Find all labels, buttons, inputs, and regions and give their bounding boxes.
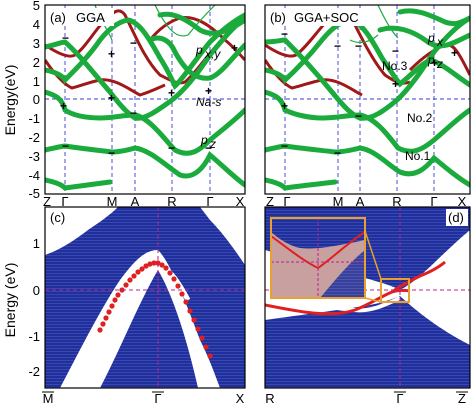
ytick-a: 5 <box>33 0 40 13</box>
panel-c-frame <box>44 206 246 389</box>
xtick-b: Z <box>266 194 274 209</box>
ytick-a: -1 <box>28 111 40 126</box>
xtick-a: A <box>131 194 140 209</box>
svg-text:p: p <box>427 31 435 45</box>
svg-text:+: + <box>108 91 115 105</box>
svg-text:+: + <box>281 99 288 113</box>
ytick-a: -4 <box>28 168 40 183</box>
annotation-nas: Na-s <box>196 95 221 109</box>
annotation-no2: No.2 <box>407 111 433 125</box>
panel-d: R Γ Z (d) <box>264 206 471 406</box>
ytick-c: 0 <box>33 283 40 298</box>
svg-text:−: − <box>355 39 362 53</box>
panel-b-frame <box>264 4 471 195</box>
svg-text:+: + <box>392 77 399 91</box>
annotation-pxy: p x,y <box>195 43 221 61</box>
svg-text:+: + <box>60 99 67 113</box>
svg-text:−: − <box>168 141 175 155</box>
ytick-a: -5 <box>28 186 40 201</box>
panel-b-label: (b) <box>270 10 286 25</box>
svg-text:−: − <box>130 106 137 120</box>
y-axis-label-bottom: Energy (eV) <box>2 263 18 338</box>
panel-b-title: GGA+SOC <box>294 10 359 25</box>
svg-text:z: z <box>436 57 443 71</box>
ytick-a: -2 <box>28 130 40 145</box>
xtick-a: R <box>167 194 176 209</box>
svg-text:−: − <box>205 141 212 155</box>
svg-text:−: − <box>281 27 288 41</box>
xtick-b: R <box>392 194 401 209</box>
panel-a: − + − + + − − − + − + − + 5 4 3 2 1 <box>28 0 246 209</box>
svg-text:−: − <box>355 109 362 123</box>
ytick-a: 0 <box>33 92 40 107</box>
svg-text:+: + <box>231 41 238 55</box>
svg-text:x,y: x,y <box>204 47 221 61</box>
annotation-pz-b: p z <box>427 53 443 71</box>
xtick-a: Γ <box>61 194 68 209</box>
panel-c: 1 0 -1 -2 M Γ X (c) <box>28 206 246 406</box>
xtick-b: M <box>333 194 344 209</box>
svg-text:+: + <box>451 46 458 60</box>
annotation-no3: No.3 <box>382 59 408 73</box>
ytick-a: 1 <box>33 74 40 89</box>
panel-c-label: (c) <box>50 210 65 225</box>
panel-d-frame <box>264 206 471 389</box>
xtick-c: M <box>43 391 54 406</box>
zoom-inset <box>270 217 366 299</box>
xtick-b: Γ <box>283 194 290 209</box>
xtick-b: X <box>458 194 467 209</box>
xtick-a: X <box>236 194 245 209</box>
zoom-region-box <box>380 278 410 303</box>
svg-text:+: + <box>108 47 115 61</box>
panel-b: − + − − − − − + + − + Z Γ M A R Γ X (b) <box>264 4 471 209</box>
svg-text:−: − <box>130 36 137 50</box>
ytick-c: -2 <box>28 364 40 379</box>
xtick-b: A <box>356 194 365 209</box>
xtick-a: M <box>107 194 118 209</box>
svg-text:−: − <box>108 146 115 160</box>
panel-d-label: (d) <box>448 210 464 225</box>
xtick-c: Γ <box>154 391 161 406</box>
xtick-a: Γ <box>206 194 213 209</box>
svg-text:p: p <box>200 133 208 147</box>
svg-text:z: z <box>209 137 216 151</box>
ytick-a: -3 <box>28 149 40 164</box>
xtick-d: Γ <box>396 391 403 406</box>
svg-text:p: p <box>427 53 435 67</box>
annotation-pz-a: p z <box>200 133 216 151</box>
ytick-a: 4 <box>33 17 40 32</box>
svg-text:−: − <box>62 139 69 153</box>
ytick-c: -1 <box>28 329 40 344</box>
panel-a-label: (a) <box>50 10 66 25</box>
svg-text:p: p <box>195 43 203 57</box>
svg-text:−: − <box>334 146 341 160</box>
xtick-a: Z <box>43 194 51 209</box>
panel-a-title: GGA <box>76 10 105 25</box>
svg-text:+: + <box>431 56 438 70</box>
xtick-d: Z <box>458 391 466 406</box>
svg-text:−: − <box>392 44 399 58</box>
svg-text:−: − <box>281 139 288 153</box>
svg-text:x: x <box>436 35 444 49</box>
annotation-no1: No.1 <box>405 149 431 163</box>
panel-a-frame <box>44 4 246 195</box>
svg-text:+: + <box>205 84 212 98</box>
ytick-a: 3 <box>33 36 40 51</box>
ytick-a: 2 <box>33 55 40 70</box>
xtick-d: R <box>265 391 274 406</box>
svg-text:−: − <box>62 31 69 45</box>
y-axis-label-top: Energy(eV) <box>2 65 18 136</box>
svg-text:+: + <box>168 86 175 100</box>
svg-text:−: − <box>334 39 341 53</box>
annotation-px: p x <box>427 31 444 49</box>
ytick-c: 1 <box>33 236 40 251</box>
xtick-b: Γ <box>430 194 437 209</box>
xtick-c: X <box>236 391 245 406</box>
